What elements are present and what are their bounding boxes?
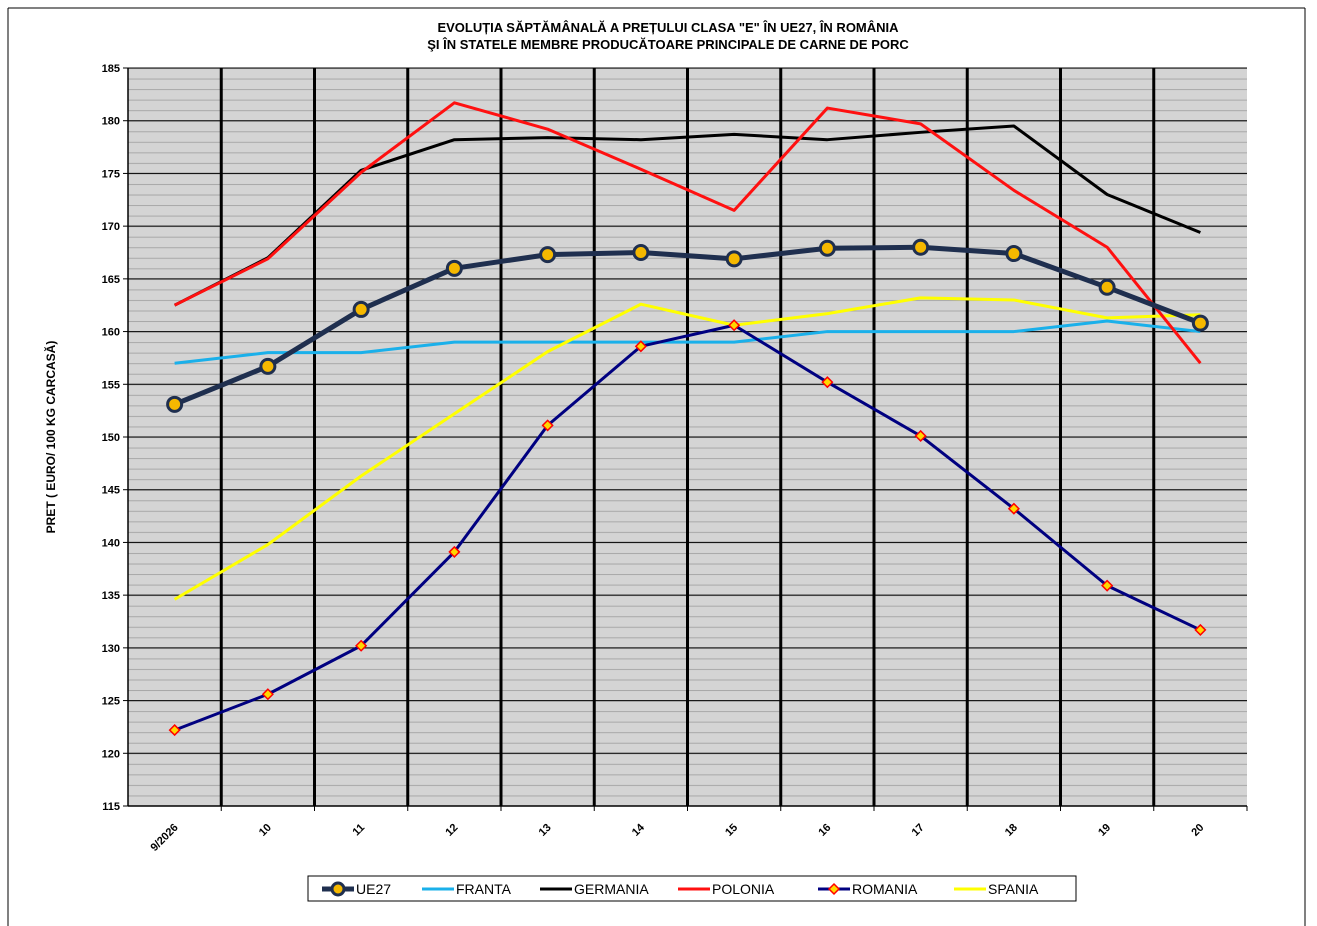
x-tick-label: 15 — [723, 822, 740, 839]
legend-label: GERMANIA — [574, 881, 649, 897]
point-marker — [1191, 314, 1209, 332]
x-tick-label: 9/2026 — [148, 822, 180, 854]
series-line — [173, 101, 1202, 365]
y-tick-label: 140 — [102, 537, 120, 549]
chart-title: EVOLUȚIA SĂPTĂMÂNALĂ A PREȚULUI CLASA "E… — [437, 20, 899, 35]
legend-label: ROMANIA — [852, 881, 918, 897]
y-tick-label: 145 — [102, 485, 120, 497]
point-marker — [818, 239, 836, 257]
series-line — [174, 319, 1201, 365]
point-marker — [1098, 278, 1116, 296]
point-marker — [1101, 579, 1114, 592]
x-tick-label: 17 — [910, 822, 927, 839]
chart-subtitle: ŞI ÎN STATELE MEMBRE PRODUCĂTOARE PRINCI… — [427, 37, 909, 52]
point-marker — [632, 244, 650, 261]
y-tick-label: 160 — [102, 327, 120, 339]
x-tick-label: 12 — [443, 822, 460, 839]
y-tick-label: 165 — [102, 274, 120, 286]
point-marker — [539, 246, 557, 264]
legend-label: FRANTA — [456, 881, 512, 897]
point-marker — [261, 688, 274, 701]
point-marker — [259, 357, 277, 375]
x-tick-label: 16 — [816, 822, 833, 839]
x-tick-label: 19 — [1096, 822, 1113, 839]
legend-label: POLONIA — [712, 881, 775, 897]
point-marker — [728, 319, 741, 332]
series-line — [173, 244, 1202, 407]
y-tick-label: 135 — [102, 590, 120, 602]
y-tick-label: 125 — [102, 696, 120, 708]
point-marker — [725, 250, 743, 268]
legend-label: SPANIA — [988, 881, 1039, 897]
x-tick-label: 11 — [351, 822, 368, 839]
x-tick-label: 10 — [257, 822, 274, 839]
point-marker — [448, 545, 461, 558]
point-marker — [914, 429, 927, 443]
point-marker — [1007, 502, 1020, 515]
y-tick-label: 175 — [102, 168, 120, 180]
point-marker — [168, 724, 181, 737]
point-marker — [352, 300, 370, 318]
point-marker — [634, 340, 647, 353]
y-tick-label: 150 — [102, 432, 120, 444]
y-axis-label: PRET ( EURO/ 100 KG CARCASĂ) — [43, 341, 58, 534]
y-tick-label: 170 — [102, 221, 120, 233]
point-marker — [355, 639, 368, 652]
x-tick-label: 13 — [537, 822, 554, 839]
legend-item: POLONIA — [678, 881, 775, 897]
y-tick-label: 155 — [102, 379, 120, 391]
point-marker — [912, 238, 930, 256]
legend-label: UE27 — [356, 881, 391, 897]
y-tick-label: 180 — [102, 116, 120, 128]
legend-item: GERMANIA — [540, 881, 649, 897]
point-marker — [1005, 245, 1023, 263]
x-tick-label: 18 — [1003, 822, 1020, 839]
x-tick-label: 14 — [630, 821, 648, 839]
series-line — [174, 323, 1202, 732]
point-marker — [541, 419, 554, 432]
y-tick-label: 185 — [102, 63, 120, 75]
y-tick-label: 130 — [102, 643, 120, 655]
point-marker — [1194, 623, 1207, 636]
y-tick-label: 120 — [102, 748, 120, 760]
point-marker — [445, 259, 463, 277]
point-marker — [166, 395, 184, 413]
legend-item: UE27 — [322, 881, 391, 897]
legend-marker — [330, 881, 346, 897]
legend-marker — [827, 882, 841, 896]
legend-item: ROMANIA — [818, 881, 918, 897]
legend-item: FRANTA — [422, 881, 512, 897]
x-tick-label: 20 — [1189, 822, 1206, 839]
point-marker — [821, 376, 834, 389]
series-line — [173, 296, 1201, 601]
legend-item: SPANIA — [954, 881, 1039, 897]
y-tick-label: 115 — [102, 801, 120, 813]
